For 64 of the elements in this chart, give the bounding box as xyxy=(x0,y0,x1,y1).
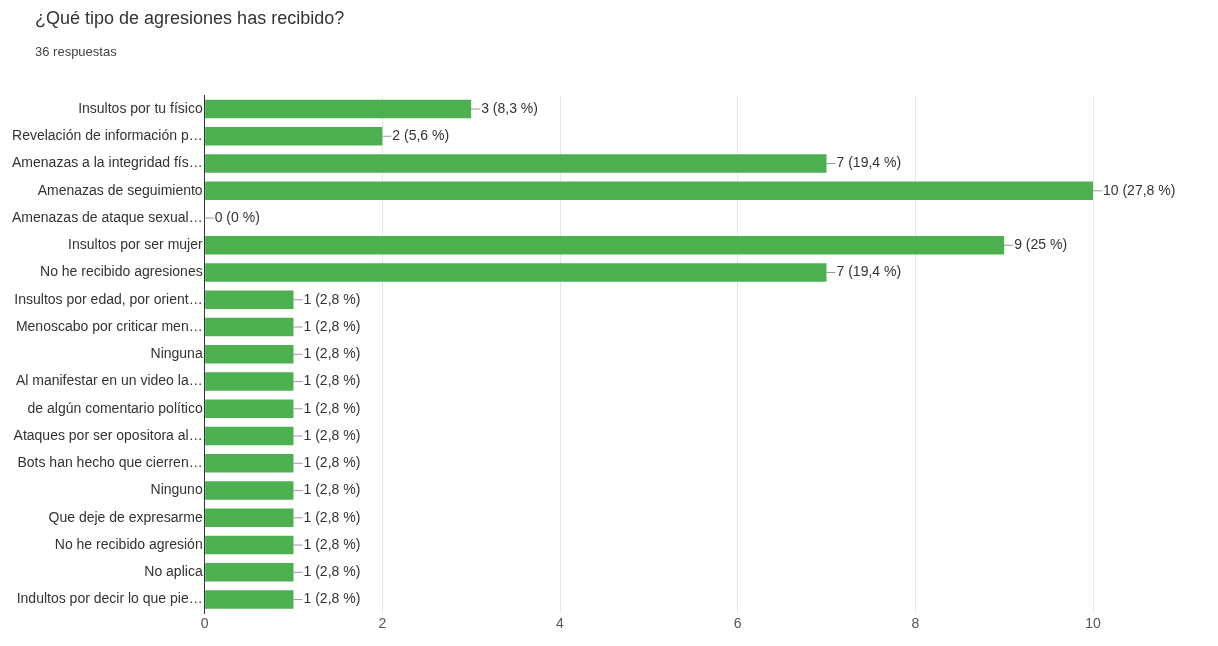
bar xyxy=(205,426,294,446)
data-label: 10 (27,8 %) xyxy=(1103,181,1176,198)
y-tick-label: Insultos por edad, por orient… xyxy=(14,290,203,307)
bar xyxy=(205,317,294,337)
y-tick-label: de algún comentario político xyxy=(27,399,203,416)
x-tick-label: 0 xyxy=(200,615,209,632)
bar xyxy=(205,481,294,500)
x-tick-label: 2 xyxy=(378,615,387,632)
bar xyxy=(205,127,383,146)
data-label: 1 (2,8 %) xyxy=(303,372,361,389)
bar xyxy=(205,535,294,555)
data-label: 1 (2,8 %) xyxy=(303,454,361,471)
data-label: 2 (5,6 %) xyxy=(392,127,450,144)
data-label: 1 (2,8 %) xyxy=(303,317,361,334)
y-tick-label: Amenazas de seguimiento xyxy=(37,181,203,198)
bar xyxy=(205,181,1093,201)
bar xyxy=(205,508,294,528)
data-label: 1 (2,8 %) xyxy=(303,590,361,607)
y-tick-label: Revelación de información p… xyxy=(12,127,203,144)
y-tick-label: Amenazas de ataque sexual… xyxy=(11,208,203,225)
y-tick-label: No aplica xyxy=(144,563,203,580)
bar xyxy=(205,563,294,582)
data-label: 1 (2,8 %) xyxy=(303,290,361,307)
y-tick-label: Insultos por tu físico xyxy=(78,99,203,116)
y-tick-label: Bots han hecho que cierren… xyxy=(17,454,203,471)
y-tick-label: Insultos por ser mujer xyxy=(68,236,204,253)
chart-title: ¿Qué tipo de agresiones has recibido? xyxy=(35,8,345,29)
data-label: 1 (2,8 %) xyxy=(303,345,361,362)
data-label: 1 (2,8 %) xyxy=(303,399,361,416)
y-tick-label: No he recibido agresiones xyxy=(40,263,203,280)
data-label: 7 (19,4 %) xyxy=(836,263,902,280)
y-tick-label: Ninguno xyxy=(150,481,203,498)
data-label: 0 (0 %) xyxy=(214,208,260,225)
x-tick-label: 8 xyxy=(911,615,920,632)
data-label: 1 (2,8 %) xyxy=(303,563,361,580)
y-tick-label: Amenazas a la integridad fís… xyxy=(12,154,203,171)
bar xyxy=(205,290,294,310)
bar xyxy=(205,263,827,282)
bar xyxy=(205,154,827,173)
bar xyxy=(205,99,472,119)
data-label: 3 (8,3 %) xyxy=(481,99,538,116)
y-tick-label: Indultos por decir lo que pie… xyxy=(16,590,203,607)
data-label: 1 (2,8 %) xyxy=(303,426,361,443)
text: 36 respuestas xyxy=(35,44,117,59)
bar xyxy=(205,372,294,391)
data-label: 7 (19,4 %) xyxy=(836,154,902,171)
bar xyxy=(205,454,294,473)
data-label: 1 (2,8 %) xyxy=(303,535,361,552)
y-tick-label: No he recibido agresión xyxy=(54,535,203,552)
y-tick-label: Que deje de expresarme xyxy=(48,508,203,525)
x-tick-label: 10 xyxy=(1085,615,1101,632)
x-tick-label: 6 xyxy=(733,615,742,632)
data-label: 9 (25 %) xyxy=(1014,236,1068,253)
x-tick-label: 4 xyxy=(556,615,565,632)
y-tick-label: Ataques por ser opositora al… xyxy=(13,426,203,443)
y-tick-label: Menoscabo por criticar men… xyxy=(15,317,203,334)
bar xyxy=(205,345,294,364)
data-label: 1 (2,8 %) xyxy=(303,481,361,498)
bar xyxy=(205,590,294,609)
y-tick-label: Al manifestar en un video la… xyxy=(15,372,203,389)
y-tick-label: Ninguna xyxy=(150,345,203,362)
bar xyxy=(205,236,1005,255)
bar xyxy=(205,399,294,419)
data-label: 1 (2,8 %) xyxy=(303,508,361,525)
